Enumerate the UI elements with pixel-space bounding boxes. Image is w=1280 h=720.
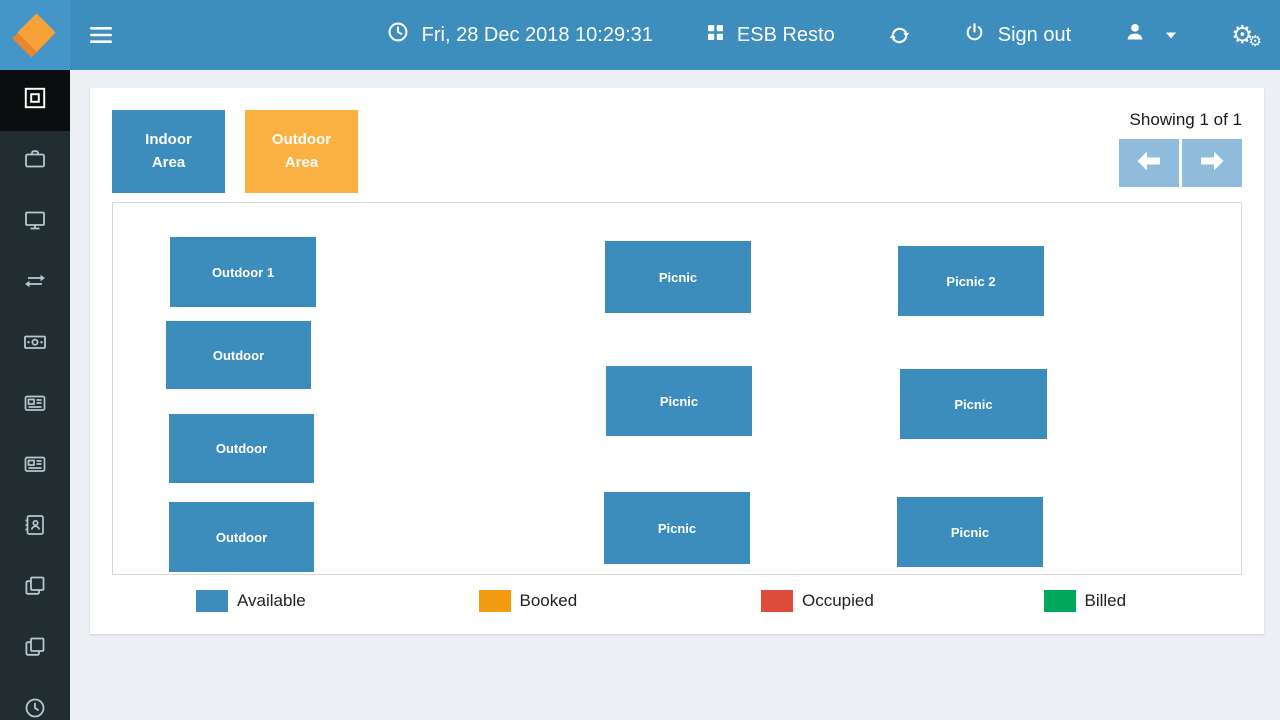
legend-label: Billed	[1084, 591, 1127, 610]
legend-label: Occupied	[802, 591, 874, 610]
legend-label: Booked	[519, 591, 578, 610]
caret-down-icon	[1165, 31, 1177, 40]
legend-item-booked: Booked	[395, 590, 678, 612]
prev-page-button[interactable]	[1119, 139, 1179, 187]
table-picnic[interactable]: Picnic	[897, 497, 1043, 567]
monitor-icon	[23, 208, 47, 237]
booked-swatch	[478, 590, 511, 612]
showing-count: Showing 1 of 1	[1129, 110, 1242, 129]
sidebar-item-transfers[interactable]	[0, 253, 70, 314]
table-picnic[interactable]: Picnic	[900, 369, 1047, 439]
datetime-display: Fri, 28 Dec 2018 10:29:31	[387, 21, 653, 49]
app-switcher[interactable]: ESB Resto	[707, 24, 835, 47]
power-icon	[964, 22, 985, 49]
sidebar-item-news[interactable]	[0, 375, 70, 436]
tables-panel: Indoor Area Outdoor Area Showing 1 of 1	[90, 88, 1264, 634]
sidebar-item-copy-2[interactable]	[0, 619, 70, 680]
user-icon	[1125, 22, 1145, 48]
table-outdoor-1[interactable]: Outdoor 1	[170, 237, 316, 307]
sign-out-label: Sign out	[997, 23, 1072, 46]
briefcase-icon	[23, 147, 47, 176]
sidebar-item-pos[interactable]	[0, 192, 70, 253]
sidebar-item-copy-1[interactable]	[0, 558, 70, 619]
newspaper-icon-2	[23, 452, 47, 481]
table-outdoor[interactable]: Outdoor	[169, 502, 314, 572]
app-name: ESB Resto	[736, 23, 835, 46]
sign-out-button[interactable]: Sign out	[964, 22, 1071, 49]
clock-icon	[23, 696, 47, 720]
refresh-button[interactable]	[889, 25, 910, 46]
sidebar-item-history[interactable]	[0, 680, 70, 720]
main-content: Indoor Area Outdoor Area Showing 1 of 1	[70, 70, 1280, 720]
tab-outdoor-area[interactable]: Outdoor Area	[245, 110, 358, 193]
table-picnic[interactable]: Picnic	[604, 492, 750, 564]
clone-icon-2	[23, 635, 47, 664]
clone-icon	[23, 574, 47, 603]
user-menu[interactable]	[1125, 22, 1177, 48]
address-book-icon	[23, 513, 47, 542]
sidebar	[0, 70, 70, 720]
money-icon	[23, 330, 47, 359]
legend-item-billed: Billed	[960, 590, 1243, 612]
floor-plan: Outdoor 1 Outdoor Outdoor Outdoor Picnic Picn…	[112, 202, 1242, 575]
topbar-nav: Fri, 28 Dec 2018 10:29:31 ESB Resto	[387, 21, 1280, 49]
next-page-button[interactable]	[1182, 139, 1242, 187]
grid-icon	[707, 24, 724, 47]
area-tabs: Indoor Area Outdoor Area	[112, 110, 358, 193]
legend-item-available: Available	[112, 590, 395, 612]
newspaper-icon	[23, 391, 47, 420]
legend-label: Available	[237, 591, 306, 610]
app-logo[interactable]	[0, 0, 70, 70]
table-outdoor[interactable]: Outdoor	[169, 414, 314, 483]
table-picnic[interactable]: Picnic	[606, 366, 752, 436]
exchange-icon	[23, 269, 47, 298]
legend-item-occupied: Occupied	[677, 590, 960, 612]
sidebar-item-reports[interactable]	[0, 436, 70, 497]
pagination: Showing 1 of 1	[1119, 110, 1242, 187]
available-swatch	[196, 590, 228, 612]
status-legend: Available Booked Occupied Billed	[112, 590, 1242, 612]
tab-indoor-area[interactable]: Indoor Area	[112, 110, 225, 193]
billed-swatch	[1043, 590, 1076, 612]
top-bar: Fri, 28 Dec 2018 10:29:31 ESB Resto	[0, 0, 1280, 70]
menu-icon[interactable]	[90, 26, 112, 44]
datetime-text: Fri, 28 Dec 2018 10:29:31	[421, 23, 653, 46]
table-picnic[interactable]: Picnic	[605, 241, 751, 313]
sidebar-item-payments[interactable]	[0, 314, 70, 375]
arrow-right-icon	[1200, 151, 1224, 176]
sidebar-item-floor-plan[interactable]	[0, 70, 70, 131]
table-outdoor[interactable]: Outdoor	[166, 321, 311, 389]
table-picnic-2[interactable]: Picnic 2	[898, 246, 1044, 316]
occupied-swatch	[761, 590, 793, 612]
sidebar-item-contacts[interactable]	[0, 497, 70, 558]
floor-plan-icon	[22, 85, 48, 116]
sidebar-item-orders[interactable]	[0, 131, 70, 192]
gears-icon[interactable]: ⚙⚙	[1231, 19, 1262, 50]
clock-icon	[387, 21, 409, 49]
arrow-left-icon	[1137, 151, 1161, 176]
